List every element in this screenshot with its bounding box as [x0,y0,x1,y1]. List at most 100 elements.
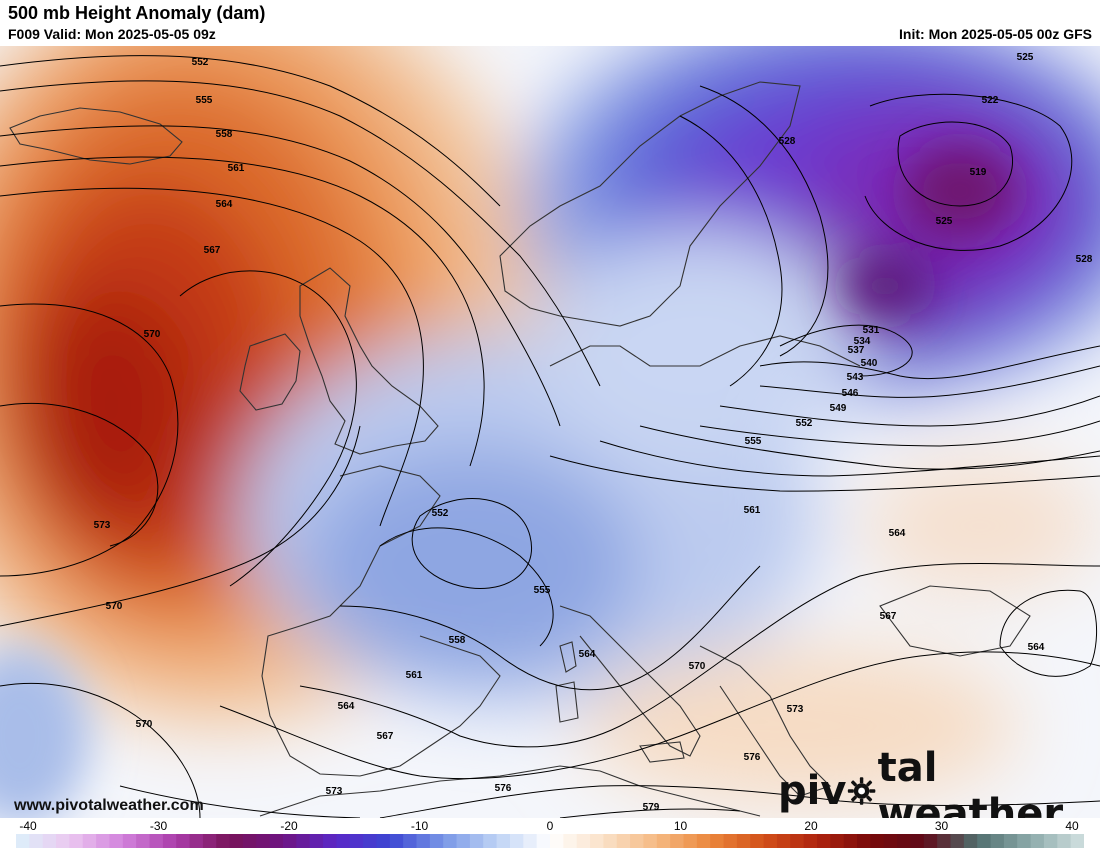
colorbar-swatch [149,834,164,848]
contour-label: 579 [643,802,660,813]
contour-label: 573 [787,704,804,715]
contour-label: 561 [744,505,761,516]
coastlines [9,81,1031,817]
colorbar-swatch [710,834,725,848]
colorbar-swatch [202,834,217,848]
colorbar-swatch [216,834,231,848]
colorbar-swatch [56,834,70,848]
website-url: www.pivotalweather.com [14,797,204,814]
colorbar: -40 -30 -20 -10 0 10 20 30 40 [0,818,1100,850]
valid-time: F009 Valid: Mon 2025-05-05 09z [8,26,216,42]
colorbar-swatch [563,834,578,848]
colorbar-swatch [670,834,685,848]
contour-label: 531 [863,325,880,336]
colorbar-swatch [830,834,845,848]
colorbar-swatch [496,834,511,848]
contour-label: 555 [196,95,213,106]
colorbar-swatch [683,834,698,848]
colorbar-swatch [656,834,671,848]
colorbar-tick-label: -10 [410,819,429,833]
colorbar-swatch [376,834,391,848]
colorbar-swatch [736,834,751,848]
contour-label: 570 [106,601,123,612]
colorbar-swatch [590,834,604,848]
contour-label: 528 [1076,254,1093,265]
colorbar-swatch [29,834,44,848]
colorbar-swatch [763,834,778,848]
contour-label: 570 [136,719,153,730]
colorbar-swatch [817,834,831,848]
colorbar-swatch [309,834,324,848]
contour-label: 555 [745,436,762,447]
colorbar-swatch [616,834,631,848]
colorbar-swatch [109,834,124,848]
colorbar-swatch [443,834,458,848]
colorbar-swatch [296,834,311,848]
colorbar-swatch [550,834,564,848]
contour-label: 573 [94,520,111,531]
contour-label: 522 [982,95,999,106]
colorbar-swatch [803,834,818,848]
contour-label: 564 [1028,642,1045,653]
contour-label: 540 [861,358,878,369]
contour-label: 558 [449,635,466,646]
contour-label: 570 [689,661,706,672]
colorbar-tick-label: -30 [149,819,168,833]
logo-text-left: piv [778,768,847,814]
contour-label: 567 [204,245,221,256]
contour-label: 570 [144,329,161,340]
colorbar-swatch [403,834,418,848]
colorbar-swatch [576,834,591,848]
contour-label: 576 [495,783,512,794]
contour-label: 549 [830,403,847,414]
colorbar-swatch [242,834,257,848]
colorbar-swatch [857,834,871,848]
colorbar-tick-label: 30 [934,819,949,833]
colorbar-swatch [523,834,538,848]
colorbar-swatch [843,834,858,848]
colorbar-swatch [349,834,364,848]
contour-label: 555 [534,585,551,596]
colorbar-swatch [937,834,952,848]
colorbar-swatch [483,834,498,848]
colorbar-tick-label: 40 [1065,819,1079,833]
colorbar-swatch [416,834,431,848]
colorbar-swatch [630,834,645,848]
colorbar-swatch [723,834,738,848]
colorbar-swatch [336,834,351,848]
colorbar-tick-label: 0 [546,819,554,833]
contour-label: 564 [579,649,596,660]
contour-label: 561 [228,163,245,174]
contour-labels: 552 555 558 561 564 567 570 573 570 570 … [94,52,1093,813]
contour-label: 552 [192,57,209,68]
contour-label: 558 [216,129,233,140]
colorbar-swatch [42,834,57,848]
colorbar-scale [16,834,1084,848]
colorbar-swatch [1043,834,1058,848]
colorbar-swatch [1057,834,1072,848]
colorbar-swatch [776,834,791,848]
contour-label: 552 [796,418,813,429]
colorbar-tick-label: 20 [804,819,818,833]
colorbar-tick-label: -40 [19,819,37,833]
colorbar-tick-label: 10 [673,819,688,833]
contour-label: 525 [936,216,953,227]
contour-label: 567 [880,611,897,622]
colorbar-swatch [536,834,551,848]
colorbar-swatch [162,834,177,848]
colorbar-swatch [136,834,151,848]
colorbar-swatch [883,834,898,848]
colorbar-swatch [16,834,30,848]
sun-gear-icon [848,777,876,805]
colorbar-swatch [256,834,271,848]
colorbar-swatch [1030,834,1045,848]
contour-label: 564 [338,701,355,712]
contour-label: 525 [1017,52,1034,63]
colorbar-swatch [643,834,658,848]
colorbar-swatch [69,834,84,848]
contour-label: 537 [848,345,865,356]
colorbar-swatch [923,834,938,848]
contour-label: 552 [432,508,449,519]
header-bar: 500 mb Height Anomaly (dam) F009 Valid: … [0,0,1100,46]
colorbar-swatch [963,834,978,848]
